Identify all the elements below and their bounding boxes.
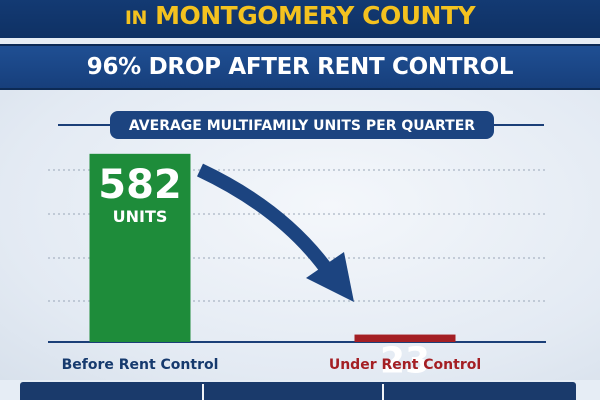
header-county: MONTGOMERY COUNTY	[155, 1, 476, 30]
chart-title: AVERAGE MULTIFAMILY UNITS PER QUARTER	[128, 118, 476, 134]
bar-before	[89, 153, 191, 342]
chart-title-box: AVERAGE MULTIFAMILY UNITS PER QUARTER	[110, 111, 494, 139]
chart-area: AVERAGE MULTIFAMILY UNITS PER QUARTER 58…	[0, 90, 600, 380]
footer-divider	[202, 384, 204, 400]
header-banner: IN MONTGOMERY COUNTY	[0, 0, 600, 38]
header-title: IN MONTGOMERY COUNTY	[124, 1, 476, 30]
bar-value-label: 23	[380, 341, 430, 380]
header-prefix: IN	[124, 7, 147, 29]
trend-arrow-head	[306, 252, 354, 302]
bar-value-label: 582	[98, 162, 182, 208]
bars	[89, 153, 456, 342]
bar-under	[354, 334, 456, 342]
footer-icon-strip	[20, 382, 576, 400]
headline-text: 96% DROP AFTER RENT CONTROL	[86, 54, 514, 80]
category-label: Under Rent Control	[329, 357, 481, 373]
trend-arrow	[197, 163, 336, 279]
trend-arrow-group	[197, 163, 354, 302]
footer-divider	[382, 384, 384, 400]
headline-banner: 96% DROP AFTER RENT CONTROL	[0, 44, 600, 90]
bar-unit-label: UNITS	[113, 207, 168, 226]
category-label: Before Rent Control	[62, 357, 219, 373]
